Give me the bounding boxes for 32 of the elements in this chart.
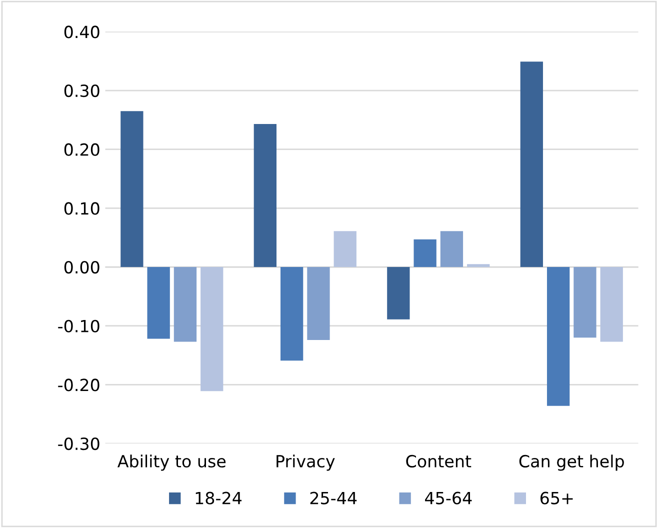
bar [147,267,170,339]
y-tick-label: 0.20 [64,143,100,156]
bar [254,124,276,268]
y-tick-label: -0.20 [58,378,100,392]
legend-label: 18-24 [196,492,242,504]
bar [200,267,224,392]
legend-label: 25-44 [310,492,357,504]
y-tick-label: 0.10 [64,202,100,215]
legend-label: 65+ [540,492,573,504]
bar [600,267,623,342]
bar [307,267,330,340]
y-tick-label: 0.40 [64,26,100,38]
bar [467,264,490,268]
bar [520,62,543,268]
bar [574,267,596,338]
x-tick-label: Content [406,454,472,468]
bar [440,231,464,268]
y-tick-label: -0.10 [58,320,100,332]
y-tick-label: 0.30 [64,84,100,98]
bar [334,231,356,268]
x-tick-label: Can get help [519,454,624,471]
bar [120,111,144,268]
x-tick-label: Privacy [276,454,335,471]
y-tick-label: 0.00 [64,260,100,274]
bar [280,267,304,361]
legend-label: 45-64 [425,492,472,504]
bar [414,239,436,268]
bar [546,267,570,406]
x-tick-label: Ability to use [117,454,226,471]
bar [174,267,197,342]
y-tick-label: -0.30 [58,437,100,450]
bar [387,267,410,320]
